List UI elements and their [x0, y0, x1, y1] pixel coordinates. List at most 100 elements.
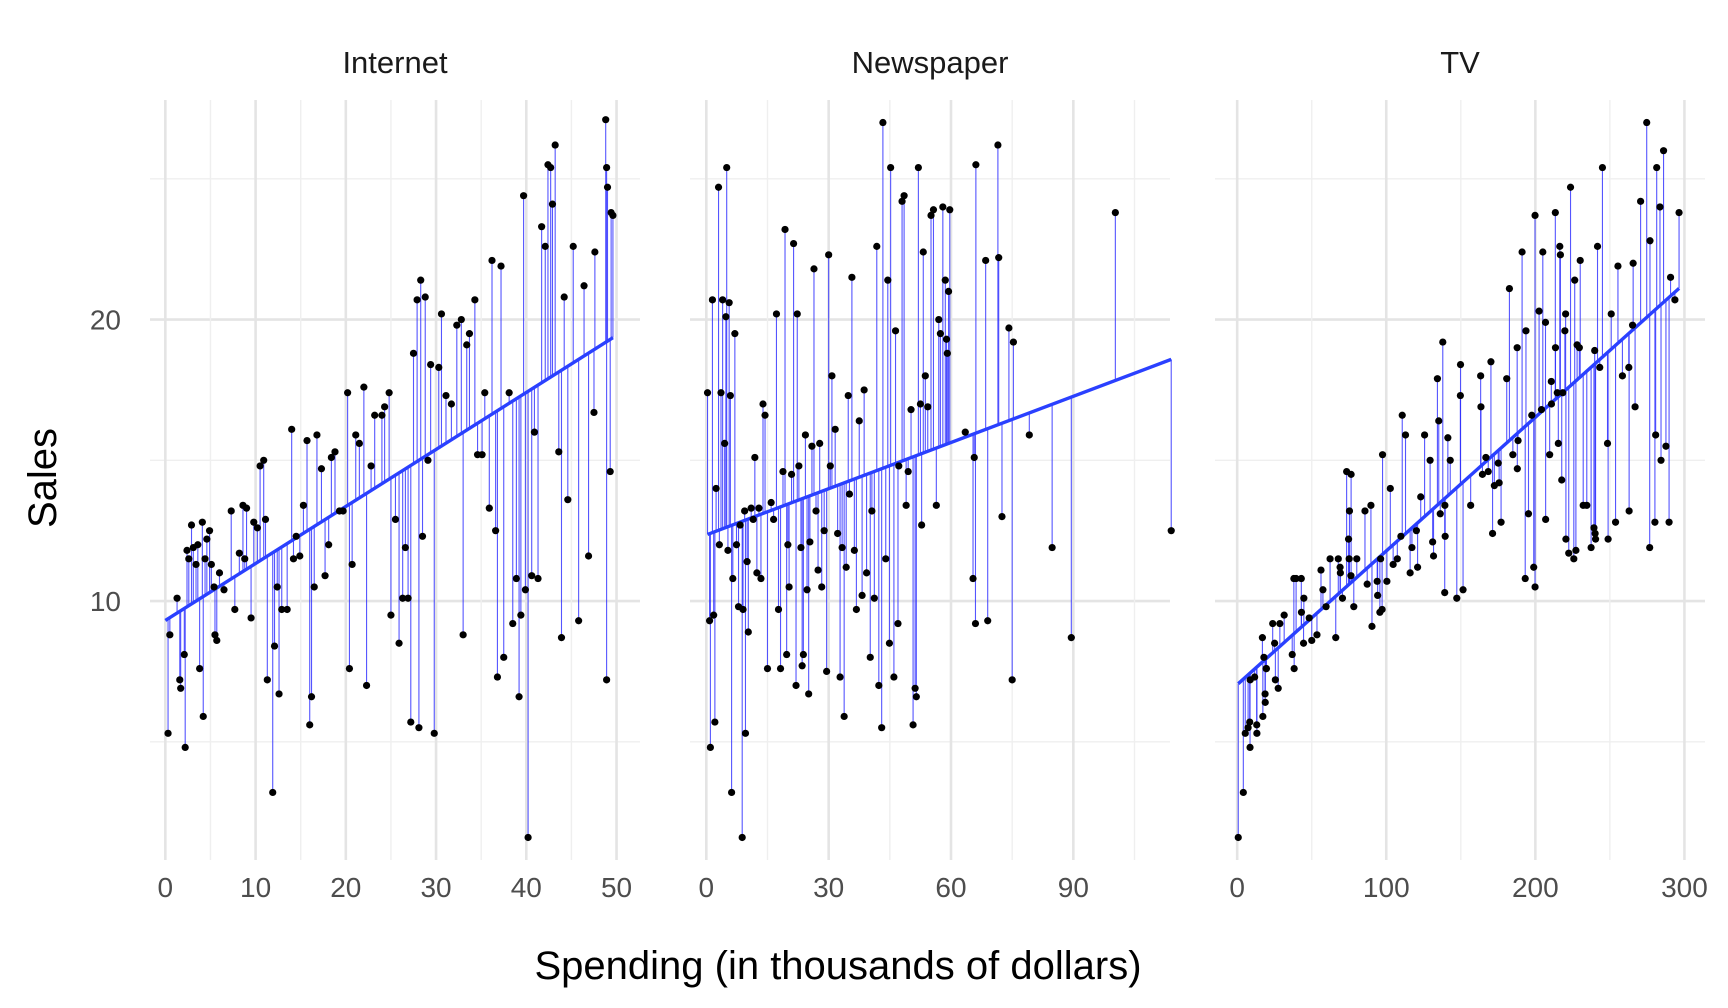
data-point	[712, 484, 720, 493]
data-point	[1338, 594, 1347, 602]
data-point	[1611, 518, 1620, 526]
data-point	[868, 507, 876, 515]
data-point	[310, 583, 318, 591]
data-point	[325, 541, 333, 549]
data-point	[327, 453, 335, 462]
data-point	[1565, 549, 1573, 557]
data-point	[1408, 543, 1416, 552]
data-point	[177, 684, 185, 692]
x-tick-label: 200	[1512, 872, 1559, 903]
data-point	[609, 211, 617, 220]
data-point	[430, 729, 438, 737]
data-point	[1005, 324, 1013, 332]
data-point	[1478, 470, 1487, 478]
data-point	[1562, 310, 1570, 318]
data-point	[241, 555, 249, 563]
data-point	[784, 541, 792, 549]
data-point	[603, 163, 611, 172]
data-point	[385, 389, 393, 397]
data-point	[1591, 346, 1599, 355]
data-point	[1591, 535, 1600, 543]
data-point	[307, 693, 316, 701]
y-tick-label: 20	[90, 305, 121, 336]
data-point	[1363, 580, 1371, 588]
data-point	[840, 712, 848, 721]
data-point	[603, 183, 612, 191]
data-point	[1353, 555, 1361, 563]
data-point	[774, 605, 783, 614]
data-point	[1288, 650, 1296, 659]
data-point	[362, 681, 371, 690]
data-point	[1521, 574, 1529, 583]
data-point	[1514, 436, 1522, 445]
data-point	[884, 276, 892, 284]
data-point	[1503, 375, 1511, 383]
data-point	[500, 653, 508, 661]
data-point	[201, 555, 209, 563]
data-point	[882, 555, 890, 563]
data-point	[1412, 527, 1420, 535]
data-point	[798, 662, 806, 670]
data-point	[1383, 577, 1391, 585]
data-point	[528, 572, 536, 580]
data-point	[755, 504, 763, 512]
data-point	[1628, 321, 1637, 329]
data-point	[211, 631, 219, 639]
x-tick-label: 0	[699, 872, 715, 903]
data-point	[465, 330, 474, 338]
data-point	[1561, 327, 1569, 335]
data-point	[1290, 664, 1298, 673]
data-point	[1433, 375, 1442, 383]
data-point	[894, 619, 902, 628]
data-point	[797, 543, 805, 552]
data-point	[831, 425, 839, 433]
data-point	[1389, 560, 1397, 569]
data-point	[1317, 566, 1325, 574]
data-point	[736, 521, 744, 529]
data-point	[220, 586, 228, 594]
data-point	[1551, 344, 1560, 352]
data-point	[1542, 515, 1550, 524]
data-point	[1587, 543, 1595, 552]
data-point	[1477, 403, 1485, 411]
data-point	[785, 583, 793, 591]
data-point	[548, 200, 557, 208]
x-tick-label: 90	[1058, 872, 1089, 903]
data-point	[1258, 634, 1267, 642]
data-point	[982, 256, 990, 265]
data-point	[885, 639, 894, 647]
panel-newspaper: Newspaper 0 30 60 90	[690, 45, 1175, 903]
data-point	[721, 439, 729, 448]
data-point	[935, 315, 943, 324]
panel-internet: Internet 0 10 20 30 40 50	[150, 45, 640, 903]
data-point	[292, 532, 300, 540]
data-point	[378, 411, 386, 419]
data-point	[918, 521, 926, 529]
data-point	[942, 335, 951, 343]
data-point	[1347, 572, 1355, 580]
data-point	[1441, 501, 1449, 509]
data-point	[1261, 698, 1269, 706]
data-point	[1322, 603, 1330, 611]
data-point	[810, 265, 818, 273]
data-point	[1378, 451, 1387, 459]
data-point	[242, 504, 251, 512]
data-point	[421, 293, 429, 301]
data-point	[936, 330, 944, 338]
x-tick-label: 20	[330, 872, 361, 903]
data-point	[538, 223, 546, 231]
data-point	[1271, 639, 1279, 647]
data-point	[715, 541, 723, 549]
data-point	[1259, 712, 1267, 721]
data-point	[741, 507, 749, 515]
data-point	[1417, 493, 1425, 501]
data-point	[1269, 619, 1277, 628]
data-point	[181, 743, 189, 752]
data-point	[1603, 439, 1612, 448]
data-point	[1665, 518, 1673, 526]
data-point	[1253, 729, 1261, 737]
data-point	[1547, 377, 1555, 386]
data-point	[1625, 363, 1633, 372]
data-point	[1559, 389, 1567, 397]
